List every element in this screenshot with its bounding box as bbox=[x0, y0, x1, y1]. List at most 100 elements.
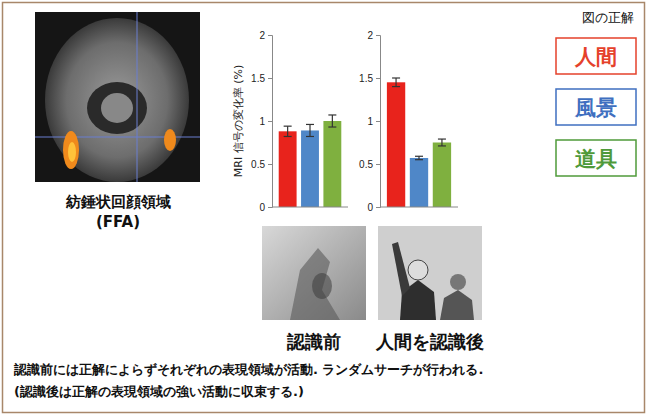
photo-caption: 人間を認識後 bbox=[375, 331, 484, 352]
bar bbox=[279, 131, 297, 207]
photo-clear bbox=[378, 226, 482, 320]
legend-box bbox=[556, 89, 636, 125]
error-bar-line bbox=[415, 156, 423, 157]
activation bbox=[68, 142, 76, 162]
photo-caption: 認識前 bbox=[286, 331, 341, 352]
error-bar-line bbox=[284, 126, 292, 127]
brain-background bbox=[35, 12, 200, 182]
legend-label: 風景 bbox=[574, 96, 617, 120]
error-bar bbox=[415, 156, 423, 159]
plot-area bbox=[387, 78, 451, 207]
error-bar bbox=[284, 126, 292, 136]
error-bar bbox=[438, 139, 446, 146]
tick-mark bbox=[376, 35, 380, 36]
photo-shape bbox=[312, 273, 332, 299]
legend-label: 道具 bbox=[575, 147, 617, 171]
tick: 2 bbox=[259, 30, 272, 41]
error-bar-line bbox=[287, 126, 288, 136]
tick: 2 bbox=[367, 30, 380, 41]
bar-chart: 0 0.5 1 1.5 2 MRI 信号の変化率 (%) bbox=[232, 30, 348, 213]
figure: 紡錘状回顔領域 (FFA) 0 0.5 1 1.5 2 MRI 信号の変化率 (%) 0 0.5 1… bbox=[0, 0, 647, 415]
tick: 1.5 bbox=[251, 73, 272, 84]
error-bar-line bbox=[438, 145, 446, 146]
error-bar-line bbox=[306, 124, 314, 125]
error-bar-line bbox=[392, 86, 400, 87]
tick: 0.5 bbox=[359, 159, 380, 170]
tick: 0 bbox=[367, 202, 380, 213]
tick-mark bbox=[376, 121, 380, 122]
legend-entry: 人間 bbox=[556, 38, 636, 74]
error-bar-line bbox=[328, 114, 336, 115]
photo bbox=[378, 226, 482, 320]
tick-label: 0.5 bbox=[359, 159, 373, 170]
tick-mark bbox=[268, 78, 272, 79]
bar bbox=[410, 158, 428, 207]
activation bbox=[63, 131, 79, 169]
tick-mark bbox=[268, 207, 272, 208]
tick-mark bbox=[376, 164, 380, 165]
error-bar-line bbox=[328, 126, 336, 127]
axis-line bbox=[268, 36, 273, 208]
photo-shape bbox=[440, 290, 474, 320]
y-axis: 0 0.5 1 1.5 2 bbox=[251, 30, 272, 213]
bar bbox=[433, 143, 451, 208]
tick-label: 1 bbox=[259, 116, 265, 127]
brain-caption: (FFA) bbox=[96, 213, 140, 231]
plot-area bbox=[279, 115, 342, 207]
y-axis-title: MRI 信号の変化率 (%) bbox=[232, 65, 245, 177]
error-bar bbox=[306, 124, 314, 136]
tick: 0.5 bbox=[251, 159, 272, 170]
footnote: 認識前には正解によらずそれぞれの表現領域が活動. ランダムサーチが行われる. bbox=[13, 362, 483, 377]
error-bar-line bbox=[309, 124, 310, 136]
error-bar bbox=[328, 115, 336, 127]
photo-shape bbox=[408, 260, 428, 280]
legend-entry: 道具 bbox=[556, 140, 636, 176]
error-bar bbox=[392, 78, 400, 87]
legend-box bbox=[556, 38, 636, 74]
error-bar-line bbox=[284, 136, 292, 137]
tick: 1 bbox=[259, 116, 272, 127]
tick: 0 bbox=[259, 202, 272, 213]
tick-label: 2 bbox=[259, 30, 265, 41]
error-bar-line bbox=[395, 78, 396, 87]
tick-mark bbox=[268, 35, 272, 36]
legend-box bbox=[556, 140, 636, 176]
tick-label: 1.5 bbox=[359, 73, 373, 84]
tick-label: 0 bbox=[367, 202, 373, 213]
legend-title: 図の正解 bbox=[582, 10, 634, 25]
error-bar-line bbox=[392, 77, 400, 78]
photo-shape bbox=[290, 248, 340, 320]
brain-image bbox=[35, 12, 200, 182]
bar-chart: 0 0.5 1 1.5 2 bbox=[359, 30, 458, 213]
legend-entry: 風景 bbox=[556, 89, 636, 125]
bar bbox=[323, 121, 341, 207]
error-bar-line bbox=[415, 159, 423, 160]
frame bbox=[3, 3, 645, 413]
error-bar-line bbox=[438, 138, 446, 139]
bar bbox=[301, 130, 319, 207]
tick-mark bbox=[268, 164, 272, 165]
tick-mark bbox=[376, 78, 380, 79]
tick-label: 2 bbox=[367, 30, 373, 41]
brain-structure bbox=[101, 93, 133, 123]
x-axis-line bbox=[272, 207, 348, 208]
axis-line bbox=[376, 36, 381, 208]
error-bar-line bbox=[441, 139, 442, 146]
x-axis-line bbox=[380, 207, 458, 208]
photo bbox=[262, 226, 366, 320]
tick: 1 bbox=[367, 116, 380, 127]
error-bar-line bbox=[332, 115, 333, 127]
tick-mark bbox=[268, 121, 272, 122]
brain-caption: 紡錘状回顔領域 bbox=[65, 193, 171, 211]
error-bar-line bbox=[306, 136, 314, 137]
bar bbox=[387, 82, 405, 207]
brain-shape bbox=[45, 18, 189, 182]
legend-label: 人間 bbox=[574, 45, 617, 69]
tick-label: 1 bbox=[367, 116, 373, 127]
tick-label: 1.5 bbox=[251, 73, 265, 84]
tick: 1.5 bbox=[359, 73, 380, 84]
photo-shape bbox=[392, 242, 410, 296]
tick-mark bbox=[376, 207, 380, 208]
tick-label: 0.5 bbox=[251, 159, 265, 170]
brain-structure bbox=[87, 82, 147, 134]
